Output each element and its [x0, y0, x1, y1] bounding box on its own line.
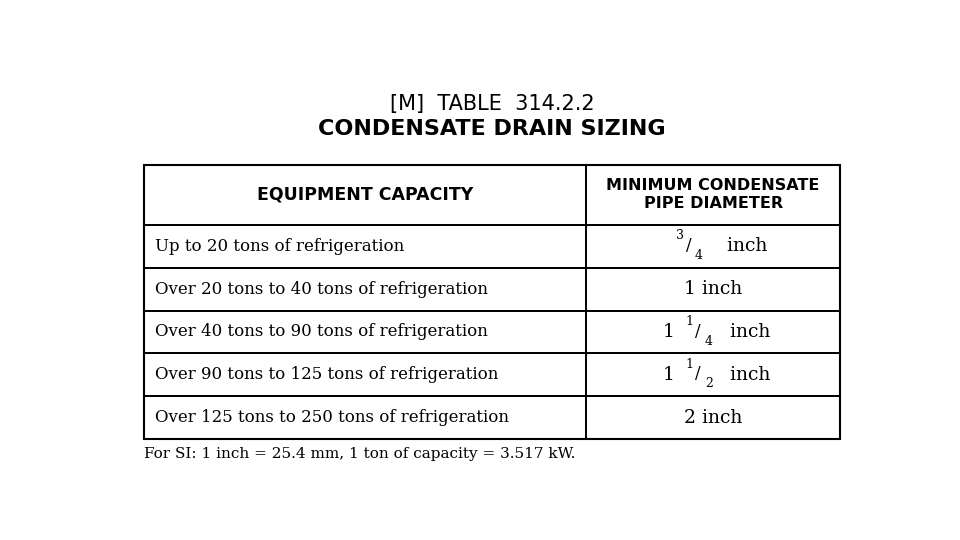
- Text: inch: inch: [724, 323, 771, 341]
- Bar: [144, 310, 586, 353]
- Text: CONDENSATE DRAIN SIZING: CONDENSATE DRAIN SIZING: [318, 119, 666, 139]
- Text: 1: 1: [685, 315, 693, 328]
- Text: /: /: [695, 366, 701, 382]
- Text: 3: 3: [676, 230, 684, 242]
- Text: /: /: [685, 237, 691, 254]
- Bar: [586, 396, 840, 439]
- Text: inch: inch: [724, 366, 771, 384]
- Bar: [144, 165, 840, 439]
- Bar: [144, 353, 586, 396]
- Text: Over 90 tons to 125 tons of refrigeration: Over 90 tons to 125 tons of refrigeratio…: [155, 366, 498, 383]
- Text: /: /: [695, 323, 701, 340]
- Text: Over 125 tons to 250 tons of refrigeration: Over 125 tons to 250 tons of refrigerati…: [155, 409, 509, 426]
- Text: 2 inch: 2 inch: [684, 409, 742, 427]
- Text: EQUIPMENT CAPACITY: EQUIPMENT CAPACITY: [256, 186, 473, 204]
- Bar: [586, 310, 840, 353]
- Bar: [144, 225, 586, 268]
- Text: 2: 2: [705, 377, 712, 390]
- Text: 1: 1: [662, 366, 674, 384]
- Text: inch: inch: [721, 238, 767, 255]
- Text: For SI: 1 inch = 25.4 mm, 1 ton of capacity = 3.517 kW.: For SI: 1 inch = 25.4 mm, 1 ton of capac…: [144, 447, 575, 461]
- Bar: [144, 396, 586, 439]
- Text: 4: 4: [694, 249, 702, 262]
- Bar: [586, 165, 840, 225]
- Bar: [144, 268, 586, 310]
- Text: PIPE DIAMETER: PIPE DIAMETER: [643, 197, 782, 212]
- Bar: [586, 225, 840, 268]
- Text: 4: 4: [705, 335, 712, 348]
- Text: 1: 1: [685, 358, 693, 371]
- Bar: [586, 353, 840, 396]
- Text: 1 inch: 1 inch: [684, 280, 742, 298]
- Bar: [144, 165, 586, 225]
- Text: Over 40 tons to 90 tons of refrigeration: Over 40 tons to 90 tons of refrigeration: [155, 323, 488, 341]
- Text: [M]  TABLE  314.2.2: [M] TABLE 314.2.2: [390, 94, 594, 114]
- Text: MINIMUM CONDENSATE: MINIMUM CONDENSATE: [607, 178, 820, 193]
- Text: 1: 1: [662, 323, 674, 341]
- Text: Up to 20 tons of refrigeration: Up to 20 tons of refrigeration: [155, 238, 404, 255]
- Bar: [586, 268, 840, 310]
- Text: Over 20 tons to 40 tons of refrigeration: Over 20 tons to 40 tons of refrigeration: [155, 281, 488, 298]
